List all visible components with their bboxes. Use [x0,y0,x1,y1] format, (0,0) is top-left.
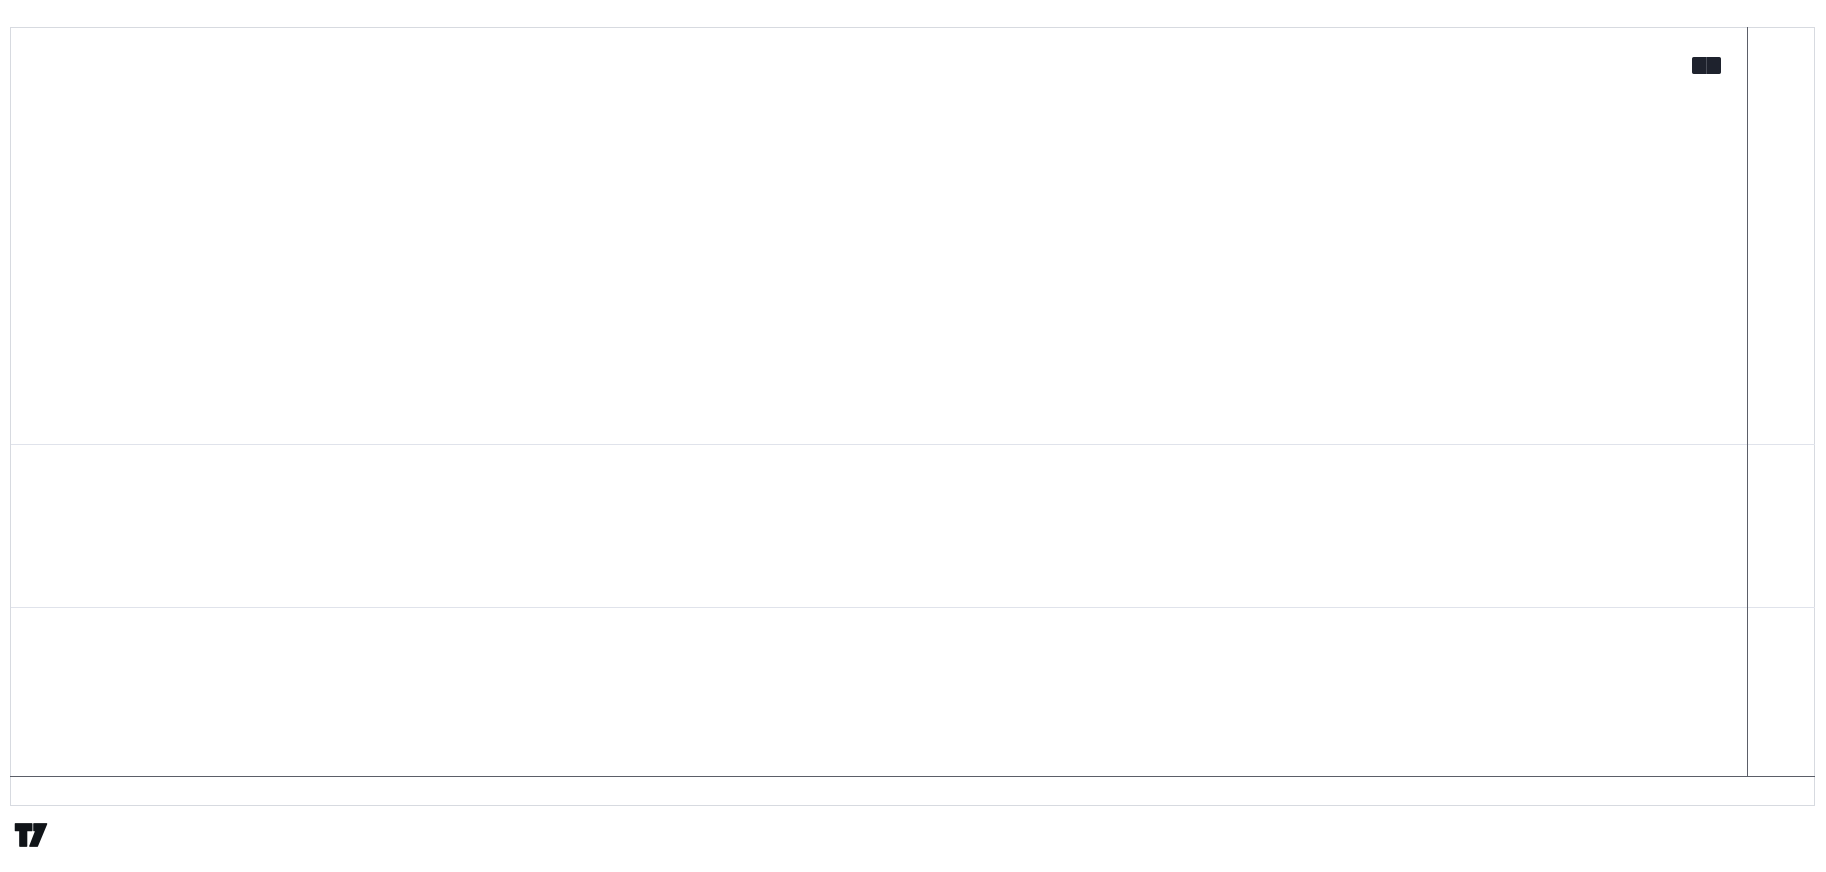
tradingview-attribution[interactable] [14,822,56,848]
pane-divider-price-cci[interactable] [11,444,1815,445]
tradingview-logo-icon [14,823,48,847]
cci-legend [16,452,46,467]
price-label[interactable] [1692,57,1721,74]
time-axis-separator [10,776,1815,777]
time-axis[interactable] [10,777,1747,806]
price-axis[interactable] [1748,27,1815,776]
price-legend [18,33,63,48]
price-axis-separator [1747,27,1748,776]
pane-divider-cci-rsi[interactable] [11,607,1815,608]
rsi-legend [16,616,36,631]
price-label-divider [1706,57,1707,74]
